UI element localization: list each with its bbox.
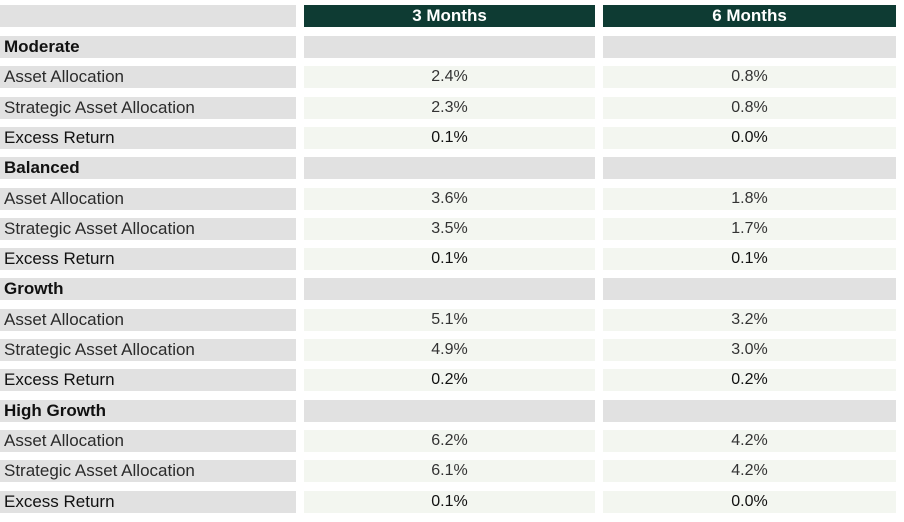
value-3-months: 6.2% bbox=[304, 430, 595, 452]
value-6-months: 0.8% bbox=[603, 97, 896, 119]
group-label: Moderate bbox=[0, 36, 296, 58]
row-label: Asset Allocation bbox=[0, 188, 296, 210]
group-blank-6-months bbox=[603, 157, 896, 179]
value-6-months: 1.7% bbox=[603, 218, 896, 240]
value-3-months: 4.9% bbox=[304, 339, 595, 361]
value-6-months: 4.2% bbox=[603, 460, 896, 482]
value-3-months: 0.1% bbox=[304, 127, 595, 149]
group-label: Balanced bbox=[0, 157, 296, 179]
group-blank-3-months bbox=[304, 36, 595, 58]
row-label: Excess Return bbox=[0, 491, 296, 513]
value-3-months: 6.1% bbox=[304, 460, 595, 482]
value-3-months: 2.4% bbox=[304, 66, 595, 88]
group-label: High Growth bbox=[0, 400, 296, 422]
group-blank-3-months bbox=[304, 157, 595, 179]
value-6-months: 0.1% bbox=[603, 248, 896, 270]
row-label: Asset Allocation bbox=[0, 309, 296, 331]
value-6-months: 0.2% bbox=[603, 369, 896, 391]
value-3-months: 0.2% bbox=[304, 369, 595, 391]
value-6-months: 0.0% bbox=[603, 491, 896, 513]
value-6-months: 4.2% bbox=[603, 430, 896, 452]
row-label: Strategic Asset Allocation bbox=[0, 218, 296, 240]
column-header-6-months: 6 Months bbox=[603, 5, 896, 27]
value-6-months: 0.0% bbox=[603, 127, 896, 149]
value-3-months: 3.5% bbox=[304, 218, 595, 240]
group-blank-3-months bbox=[304, 278, 595, 300]
value-6-months: 3.0% bbox=[603, 339, 896, 361]
row-label: Strategic Asset Allocation bbox=[0, 97, 296, 119]
value-3-months: 0.1% bbox=[304, 491, 595, 513]
group-blank-6-months bbox=[603, 400, 896, 422]
header-corner bbox=[0, 5, 296, 27]
value-3-months: 5.1% bbox=[304, 309, 595, 331]
group-blank-6-months bbox=[603, 278, 896, 300]
row-label: Excess Return bbox=[0, 127, 296, 149]
value-3-months: 2.3% bbox=[304, 97, 595, 119]
group-blank-6-months bbox=[603, 36, 896, 58]
value-3-months: 0.1% bbox=[304, 248, 595, 270]
row-label: Strategic Asset Allocation bbox=[0, 460, 296, 482]
value-3-months: 3.6% bbox=[304, 188, 595, 210]
column-header-3-months: 3 Months bbox=[304, 5, 595, 27]
row-label: Asset Allocation bbox=[0, 66, 296, 88]
group-label: Growth bbox=[0, 278, 296, 300]
row-label: Excess Return bbox=[0, 369, 296, 391]
row-label: Asset Allocation bbox=[0, 430, 296, 452]
row-label: Strategic Asset Allocation bbox=[0, 339, 296, 361]
row-label: Excess Return bbox=[0, 248, 296, 270]
value-6-months: 1.8% bbox=[603, 188, 896, 210]
group-blank-3-months bbox=[304, 400, 595, 422]
value-6-months: 3.2% bbox=[603, 309, 896, 331]
value-6-months: 0.8% bbox=[603, 66, 896, 88]
